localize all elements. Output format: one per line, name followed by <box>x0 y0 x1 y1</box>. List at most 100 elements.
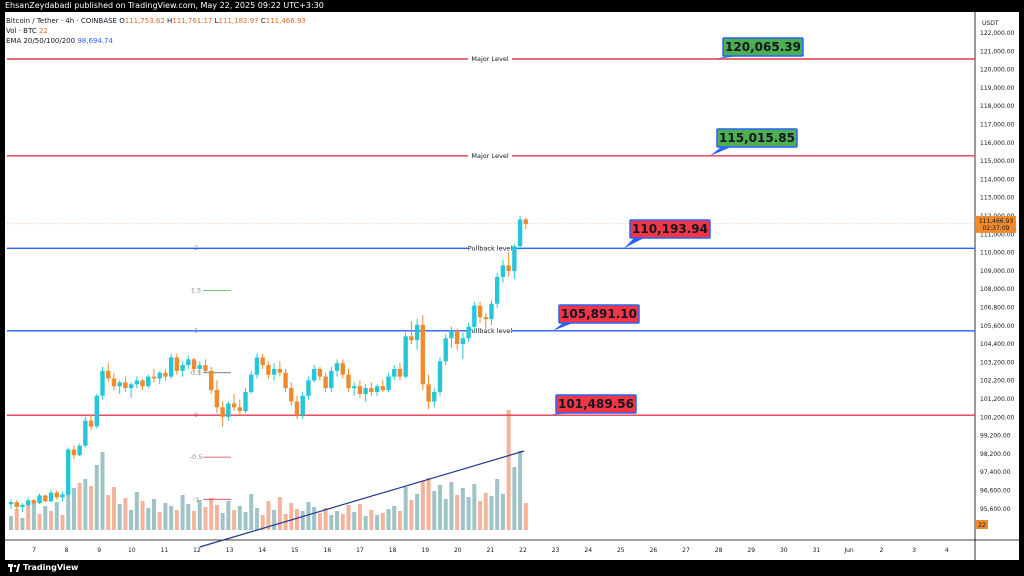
footer-bar: TradingView <box>0 560 1024 576</box>
candle-body <box>88 420 94 427</box>
candle-body <box>123 382 128 389</box>
candle-body <box>226 403 231 417</box>
x-tick-label: 17 <box>356 547 364 554</box>
candle-body <box>100 370 105 396</box>
volume-bar <box>277 497 282 530</box>
candle-body <box>306 380 311 396</box>
price-callout-box[interactable] <box>555 394 637 414</box>
candle-body <box>289 388 294 402</box>
volume-bar <box>478 501 483 530</box>
volume-bar <box>186 504 191 530</box>
y-tick-label: 121,000.00 <box>980 48 1015 55</box>
price-callout-label: 105,891.10 <box>561 307 637 321</box>
volume-bar <box>472 484 477 530</box>
candle-body <box>203 365 208 371</box>
volume-bar <box>500 494 505 530</box>
volume-bar <box>214 505 219 530</box>
y-tick-label: 113,000.00 <box>980 195 1015 202</box>
volume-bar <box>37 514 42 530</box>
x-tick-label: 9 <box>97 547 101 554</box>
volume-bar <box>197 500 202 530</box>
price-callout-box[interactable] <box>716 128 798 148</box>
symbol-label[interactable]: Bitcoin / Tether · 4h · COINBASE <box>6 17 117 25</box>
candle-body <box>449 330 454 339</box>
volume-bar <box>495 479 500 530</box>
y-tick-label: 122,000.00 <box>980 30 1015 37</box>
volume-bar <box>146 508 151 530</box>
callout-pointer <box>549 413 570 416</box>
y-tick-label: 102,200.00 <box>980 378 1015 385</box>
y-tick-label: 101,200.00 <box>980 396 1015 403</box>
y-tick-label: 115,000.00 <box>980 158 1015 165</box>
tradingview-logo[interactable]: TradingView <box>8 560 78 576</box>
low-value: 111,182.97 <box>218 17 259 25</box>
volume-bar <box>152 499 156 530</box>
candle-body <box>163 372 168 377</box>
volume-bar <box>83 479 88 530</box>
candle-body <box>220 407 225 417</box>
candle-body <box>186 359 191 366</box>
volume-trendline[interactable] <box>199 450 525 548</box>
candle-body <box>357 386 363 394</box>
price-callout-box[interactable] <box>629 219 711 239</box>
candle-body <box>48 492 54 502</box>
x-tick-label: 30 <box>780 547 788 554</box>
ema-label[interactable]: EMA 20/50/100/200 <box>6 37 76 45</box>
volume-bar <box>386 509 391 530</box>
volume-bar <box>111 487 116 530</box>
volume-bar <box>438 485 442 530</box>
candle-body <box>477 305 483 318</box>
volume-label[interactable]: Vol · BTC <box>6 27 37 35</box>
callout-pointer <box>716 56 737 60</box>
candle-body <box>214 390 220 408</box>
candle-body <box>397 368 403 377</box>
y-tick-label: 119,000.00 <box>980 85 1015 92</box>
y-tick-label: 103,200.00 <box>980 359 1015 366</box>
volume-bar <box>363 516 368 530</box>
volume-bar <box>77 483 82 530</box>
x-tick-label: 11 <box>161 547 169 554</box>
x-tick-label: 20 <box>454 547 462 554</box>
volume-bar <box>14 509 19 530</box>
candle-body <box>460 338 466 345</box>
x-tick-label: 19 <box>421 547 429 554</box>
x-tick-label: 25 <box>617 547 625 554</box>
candle-body <box>346 374 351 389</box>
candle-body <box>414 324 420 341</box>
price-callout-label: 115,015.85 <box>719 131 795 145</box>
candle-body <box>191 359 197 369</box>
candle-body <box>231 403 237 408</box>
candle-body <box>111 378 117 387</box>
volume-bar <box>26 504 31 530</box>
chart-panel[interactable] <box>5 12 1019 560</box>
volume-bar <box>243 512 248 530</box>
price-callout-box[interactable] <box>558 304 640 324</box>
y-tick-label: 98,200.00 <box>980 451 1011 458</box>
volume-bar <box>306 502 311 530</box>
price-callout-box[interactable] <box>722 37 804 57</box>
volume-bar <box>455 495 460 530</box>
volume-bar <box>260 515 265 530</box>
ema-value: 98,694.74 <box>77 37 113 45</box>
x-tick-label: 4 <box>945 547 949 554</box>
volume-bar <box>375 515 380 530</box>
candle-body <box>77 445 82 456</box>
volume-row: Vol · BTC 22 <box>6 26 306 36</box>
fib-label: -1 <box>193 495 199 503</box>
candle-body <box>380 386 385 391</box>
x-tick-label: 27 <box>682 547 690 554</box>
y-tick-label: 109,000.00 <box>980 268 1015 275</box>
candle-body <box>334 363 340 371</box>
candle-body <box>140 380 145 387</box>
x-tick-label: 10 <box>128 547 136 554</box>
volume-value: 22 <box>38 27 48 35</box>
ema-row: EMA 20/50/100/200 98,694.74 <box>6 36 306 46</box>
x-tick-label: 13 <box>226 547 234 554</box>
publish-info: EhsanZeydabadi published on TradingView.… <box>5 1 324 10</box>
level-label: Pullback level <box>468 327 513 335</box>
volume-bar <box>117 504 122 530</box>
x-tick-label: 22 <box>519 547 527 554</box>
price-callout-label: 120,065.39 <box>725 40 801 54</box>
